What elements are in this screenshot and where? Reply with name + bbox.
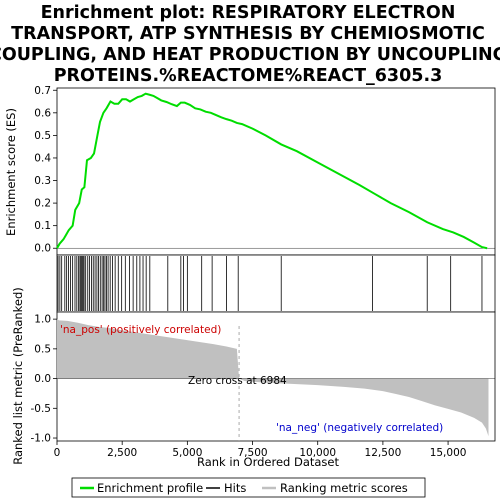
- metric-xtick-label: 7,500: [238, 447, 268, 459]
- metric-ytick-label: 0.0: [34, 373, 51, 385]
- metric-y-ticks: -1.0 -0.5 0.0 0.5 1.0: [31, 314, 495, 445]
- es-ytick-label: 0.4: [34, 152, 51, 164]
- title-line-4: PROTEINS.%REACTOME%REACT_6305.3: [54, 66, 443, 86]
- metric-xtick-label: 12,500: [365, 447, 402, 459]
- es-ytick-label: 0.6: [34, 107, 51, 119]
- metric-xlabel: Rank in Ordered Dataset: [197, 455, 340, 469]
- es-ytick-label: 0.2: [34, 198, 51, 210]
- pos-correlated-label: 'na_pos' (positively correlated): [60, 324, 221, 336]
- title-line-2: TRANSPORT, ATP SYNTHESIS BY CHEMIOSMOTIC: [11, 24, 485, 44]
- metric-ytick-label: 0.5: [34, 343, 51, 355]
- es-ytick-label: 0.0: [34, 243, 51, 255]
- es-ytick-label: 0.3: [34, 175, 51, 187]
- neg-correlated-label: 'na_neg' (negatively correlated): [276, 422, 443, 434]
- zero-cross-label: Zero cross at 6984: [188, 375, 287, 387]
- metric-ytick-label: 1.0: [34, 314, 51, 326]
- metric-ytick-label: -0.5: [31, 403, 52, 415]
- hits-panel-frame: [56, 254, 496, 313]
- metric-xtick-label: 5,000: [172, 447, 202, 459]
- legend-metric-label: Ranking metric scores: [280, 481, 408, 495]
- legend-hits-label: Hits: [224, 481, 246, 495]
- es-panel-frame: [56, 87, 496, 256]
- es-ylabel: Enrichment score (ES): [4, 108, 18, 236]
- legend-box: [71, 477, 426, 498]
- legend-es-label: Enrichment profile: [97, 481, 203, 495]
- es-profile-line: [56, 92, 488, 250]
- title-line-3: COUPLING, AND HEAT PRODUCTION BY UNCOUPL…: [0, 45, 500, 65]
- metric-xtick-label: 2,500: [107, 447, 137, 459]
- es-ytick-label: 0.1: [34, 220, 51, 232]
- metric-ylabel: Ranked list metric (PreRanked): [11, 287, 25, 465]
- metric-xtick-label: 0: [54, 447, 61, 459]
- metric-xtick-label: 15,000: [430, 447, 467, 459]
- es-y-ticks: 0.0 0.1 0.2 0.3 0.4 0.5 0.6 0.7: [34, 85, 57, 255]
- es-ytick-label: 0.5: [34, 130, 51, 142]
- metric-x-ticks: 0 2,500 5,000 7,500 10,000 12,500 15,000: [54, 441, 467, 459]
- hits-group: [57, 256, 483, 311]
- metric-ytick-label: -1.0: [31, 433, 52, 445]
- es-ytick-label: 0.7: [34, 85, 51, 97]
- ranked-metric-area: [57, 319, 489, 437]
- metric-xtick-label: 10,000: [299, 447, 336, 459]
- title-line-1: Enrichment plot: RESPIRATORY ELECTRON: [41, 3, 456, 23]
